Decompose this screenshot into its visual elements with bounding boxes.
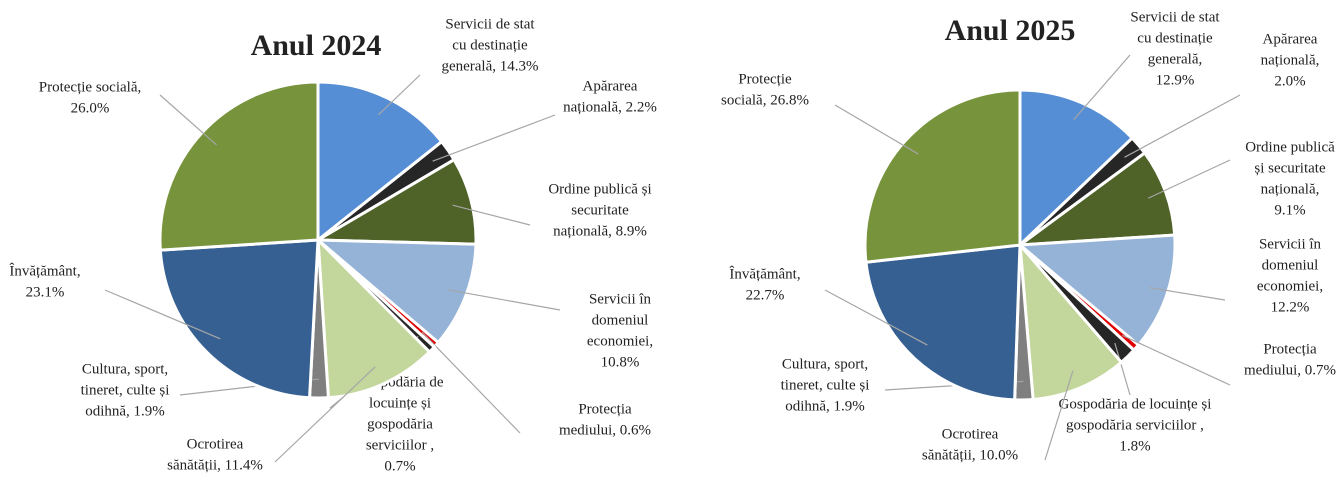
data-label: securitate <box>571 202 629 218</box>
data-label: tineret, culte și <box>81 382 170 398</box>
data-label: gospodăria serviciilor , <box>1066 417 1204 433</box>
data-label: 23.1% <box>26 284 65 300</box>
pie-slice <box>316 236 432 400</box>
leader-line <box>452 204 531 226</box>
data-label: sănătății, 11.4% <box>167 457 263 473</box>
data-label: națională, 2.2% <box>563 99 657 115</box>
data-label: odihnă, 1.9% <box>785 398 865 414</box>
data-label: domeniul <box>592 312 649 328</box>
pie-slice <box>313 238 478 345</box>
data-label: economiei, <box>587 333 653 349</box>
data-label: 0.7% <box>384 458 415 473</box>
leader-line <box>1121 334 1231 386</box>
data-label: locuințe și <box>369 395 431 411</box>
data-label: economiei, <box>1257 278 1323 294</box>
data-label: 10.8% <box>601 354 640 370</box>
data-label: Gospodăria de locuințe și <box>1059 396 1212 412</box>
chart-title: Anul 2025 <box>945 14 1076 47</box>
data-label: Cultura, sport, <box>82 361 168 377</box>
data-label: socială, 26.8% <box>721 92 809 108</box>
data-label: 12.9% <box>1156 72 1195 88</box>
data-label: Protecție socială, <box>39 79 141 95</box>
data-label: mediului, 0.6% <box>559 422 651 438</box>
data-label: națională, <box>1261 52 1320 68</box>
pie-slice <box>864 243 1022 402</box>
pie-slice <box>863 88 1022 264</box>
leader-line <box>1124 94 1241 158</box>
leader-line <box>378 74 421 116</box>
pie-slice <box>1016 233 1177 348</box>
data-label: Ocrotirea <box>187 436 244 452</box>
pie-slice <box>158 80 320 252</box>
leader-line <box>824 289 928 346</box>
data-label: Servicii de stat <box>445 16 535 32</box>
leader-line <box>1147 159 1231 199</box>
leader-line <box>1044 370 1074 461</box>
data-label: 22.7% <box>746 287 785 303</box>
data-label: generală, 14.3% <box>441 58 538 74</box>
data-label: cu destinație <box>1137 30 1213 46</box>
data-label: Apărarea <box>1263 31 1318 47</box>
pie-slice <box>312 157 478 246</box>
data-label: Ocrotirea <box>942 426 999 442</box>
data-label: domeniul <box>1262 257 1319 273</box>
leader-line <box>1073 54 1131 121</box>
chart-title: Anul 2024 <box>251 29 382 62</box>
data-label: gospodăria <box>367 416 433 432</box>
data-label: Protecția <box>1263 341 1317 357</box>
data-label: Ordine publică <box>1245 139 1335 155</box>
data-label: Servicii în <box>1259 236 1322 252</box>
pie-slice <box>158 238 320 400</box>
leader-line <box>1114 342 1131 396</box>
data-label: Servicii de stat <box>1130 9 1220 25</box>
leader-line <box>104 289 221 340</box>
data-label: tineret, culte și <box>781 377 870 393</box>
data-label: 2.0% <box>1274 73 1305 89</box>
data-label: 12.2% <box>1271 299 1310 315</box>
data-label: Învățământ, <box>729 265 800 282</box>
leader-line <box>159 94 217 146</box>
data-label: Ordine publică și <box>548 181 651 197</box>
data-label: Protecție <box>738 71 792 87</box>
leader-line <box>447 289 561 311</box>
data-label: națională, 8.9% <box>553 223 647 239</box>
pie-slice <box>316 80 444 244</box>
data-label: serviciilor , <box>366 437 434 453</box>
data-label: Servicii în <box>589 291 652 307</box>
leader-line <box>834 104 919 155</box>
leader-line <box>1149 287 1226 301</box>
data-label: Învățământ, <box>9 262 80 279</box>
leader-line <box>421 331 521 434</box>
pie-slice <box>1018 88 1135 249</box>
data-label: odihnă, 1.9% <box>85 403 165 419</box>
leader-line <box>432 114 556 162</box>
data-label: națională, <box>1261 181 1320 197</box>
data-label: 9.1% <box>1274 202 1305 218</box>
data-label: mediului, 0.7% <box>1244 362 1336 378</box>
data-label: Cultura, sport, <box>782 356 868 372</box>
data-label: generală, <box>1148 51 1203 67</box>
data-label: Apărarea <box>583 78 638 94</box>
pie-slice <box>1014 150 1177 247</box>
leader-line <box>274 366 376 463</box>
data-label: Protecția <box>578 401 632 417</box>
data-label: sănătății, 10.0% <box>922 447 1018 463</box>
data-label: 26.0% <box>71 100 110 116</box>
data-label: 1.8% <box>1119 438 1150 454</box>
data-label: cu destinație <box>452 37 528 53</box>
data-label: și securitate <box>1254 160 1326 176</box>
pie-slice <box>1018 240 1124 402</box>
